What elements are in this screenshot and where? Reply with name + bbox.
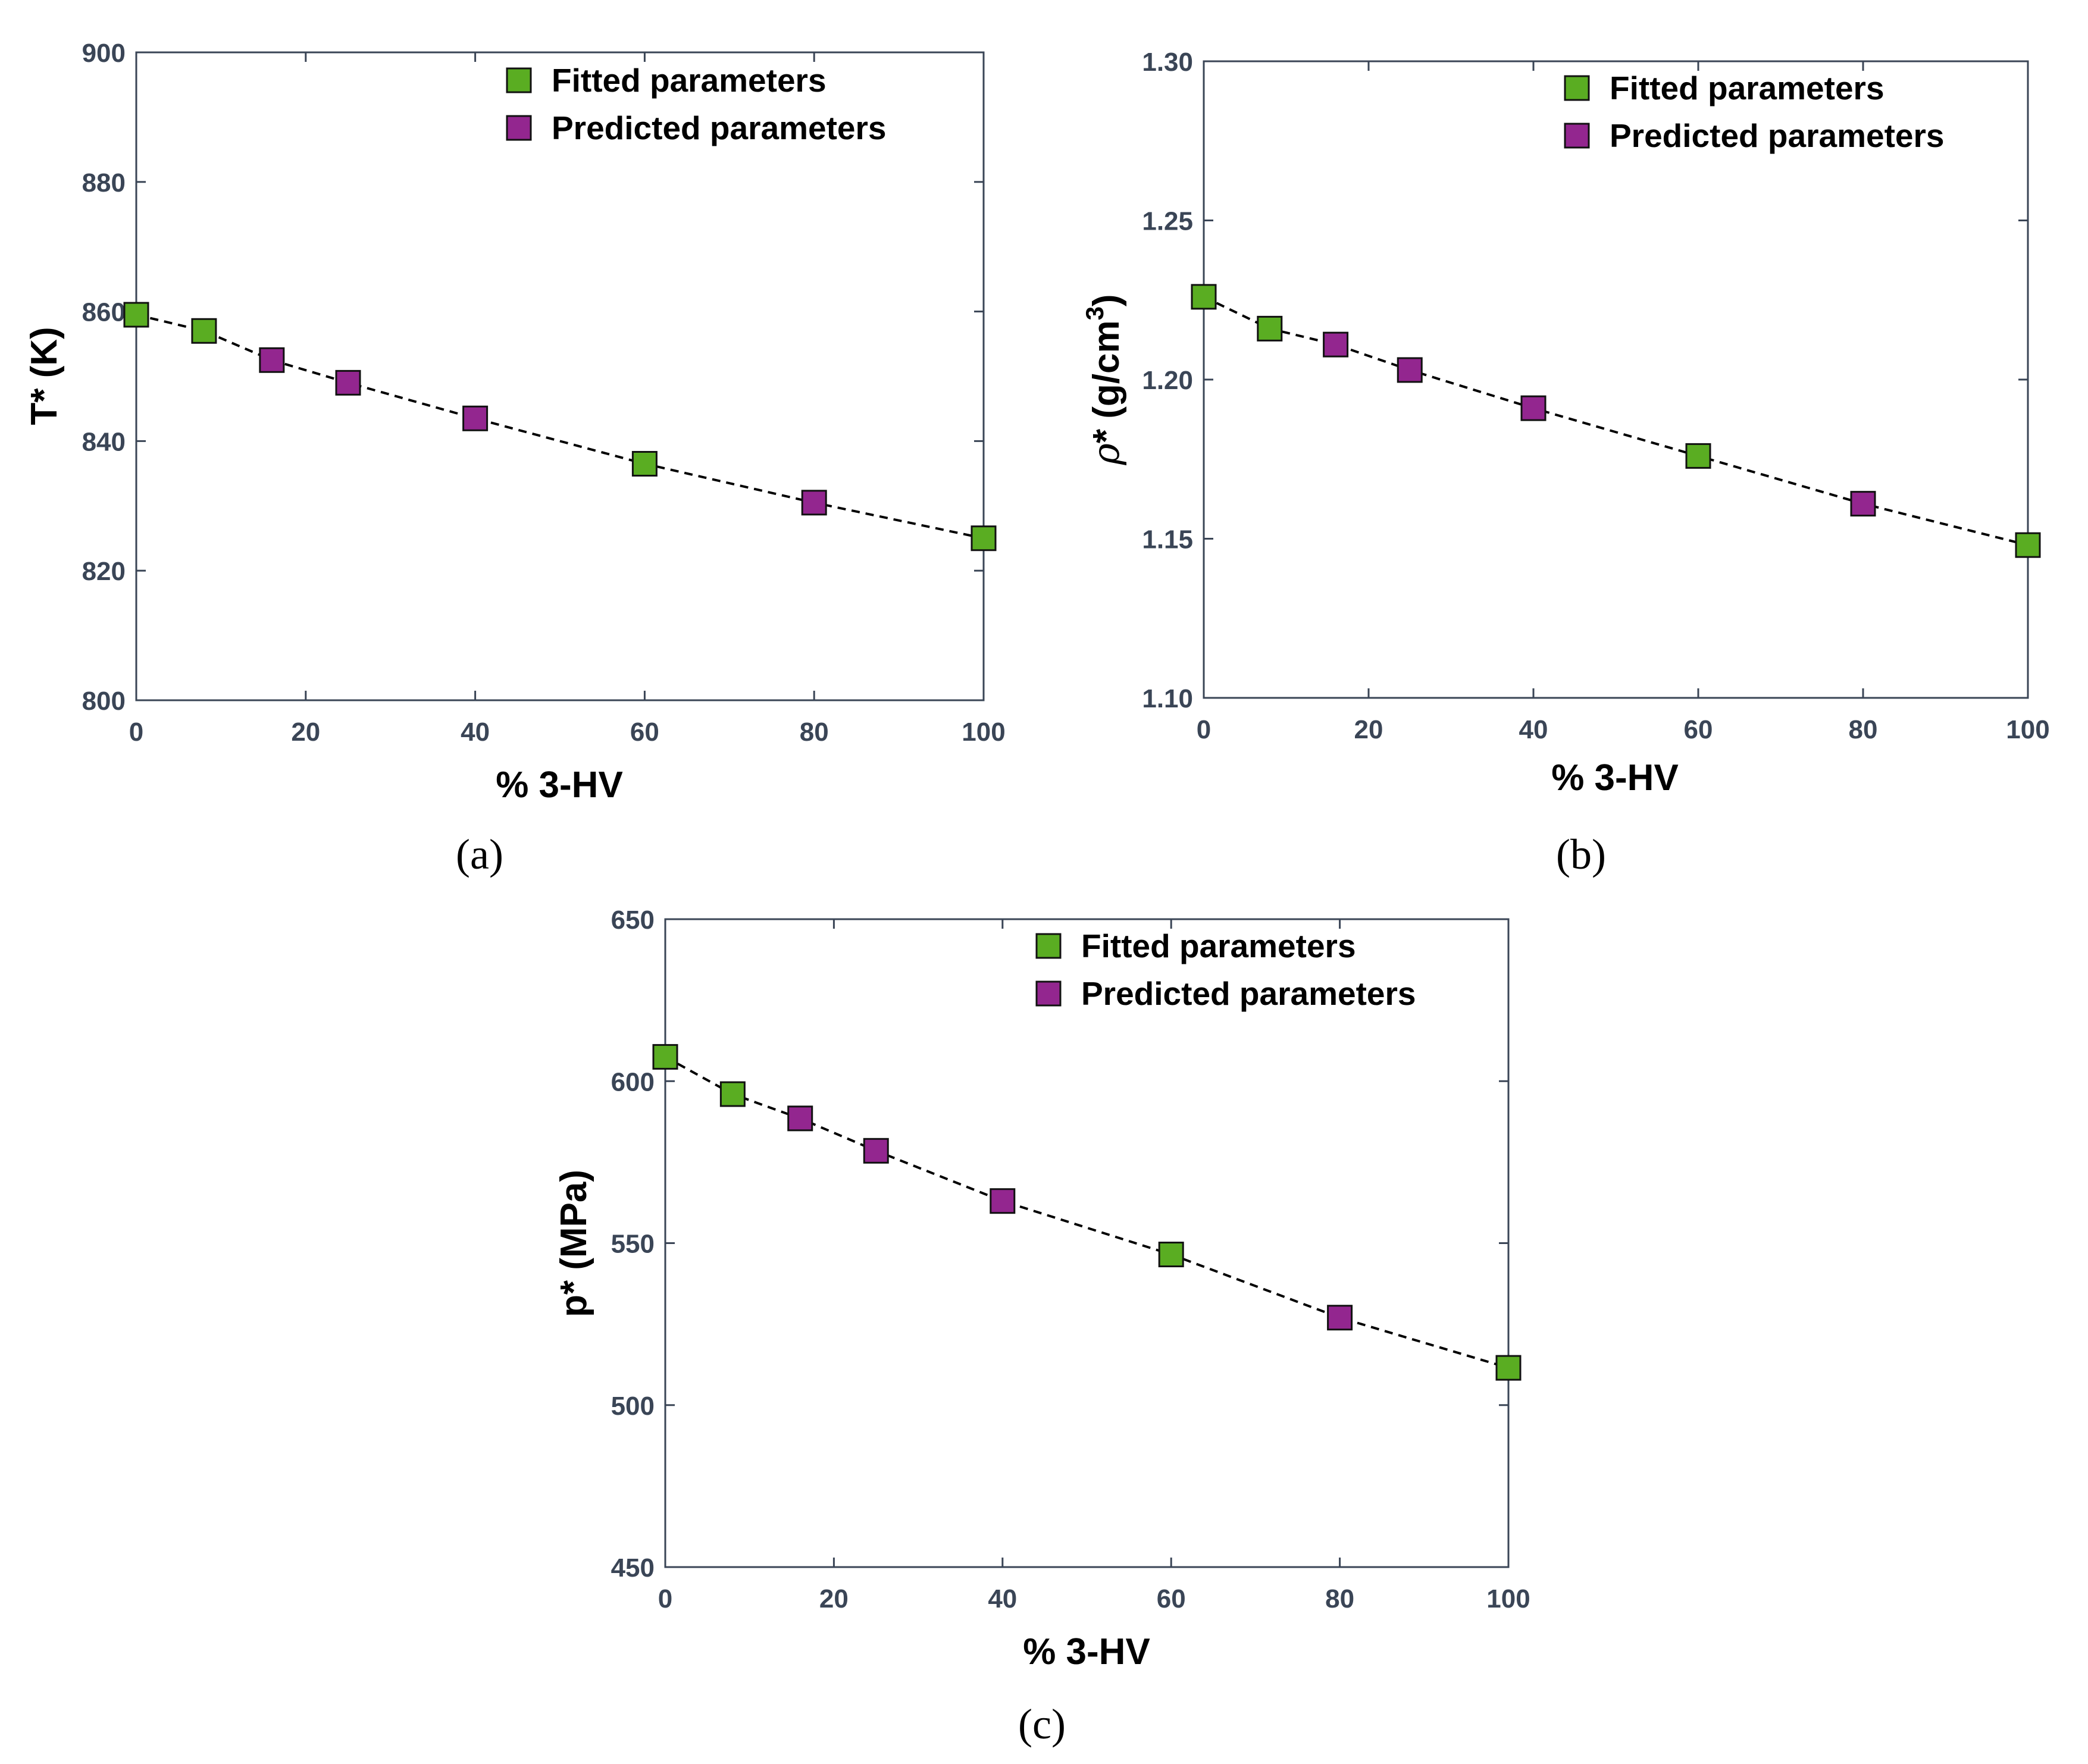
y-tick-label: 1.25 xyxy=(1142,207,1193,236)
legend-fitted-label: Fitted parameters xyxy=(552,62,827,99)
y-tick-label: 1.20 xyxy=(1142,366,1193,395)
predicted-point xyxy=(1327,1305,1353,1331)
x-tick-label: 100 xyxy=(2006,715,2049,744)
y-tick-label: 1.30 xyxy=(1142,48,1193,77)
panel-caption: (b) xyxy=(1556,831,1606,878)
predicted-point xyxy=(462,405,489,431)
predicted-point xyxy=(259,347,285,373)
legend: Fitted parameters Predicted parameters xyxy=(1035,928,1416,1012)
y-axis-label: ρ* (g/cm3) xyxy=(1081,294,1128,465)
y-tick-label: 900 xyxy=(82,39,126,68)
chart-panel-1: 0 20 40 60 80 100 800 820 840 860 880 900 Fitted par… xyxy=(24,39,1006,878)
y-tick-label: 500 xyxy=(611,1392,655,1421)
legend-predicted-label: Predicted parameters xyxy=(1610,117,1945,154)
x-tick-label: 20 xyxy=(819,1584,849,1613)
legend: Fitted parameters Predicted parameters xyxy=(506,62,887,146)
ylabel-superscript: 3 xyxy=(1081,306,1109,320)
predicted-point xyxy=(787,1105,813,1132)
legend-fitted-marker xyxy=(1564,75,1590,101)
predicted-point xyxy=(1397,357,1423,383)
legend-predicted-label: Predicted parameters xyxy=(1081,975,1416,1012)
fitted-point xyxy=(1685,443,1711,469)
y-tick-label: 600 xyxy=(611,1067,655,1096)
legend-predicted-marker xyxy=(506,115,532,141)
fitted-point xyxy=(971,525,997,552)
x-tick-label: 60 xyxy=(1157,1584,1186,1613)
x-tick-label: 80 xyxy=(800,717,829,747)
rho-symbol: ρ xyxy=(1084,443,1128,465)
x-axis-label: % 3-HV xyxy=(496,764,623,806)
chart-panel-3: 0 20 40 60 80 100 450 500 550 600 650 Fitted parame… xyxy=(553,906,1530,1748)
legend-predicted-marker xyxy=(1035,980,1062,1007)
y-tick-label: 1.15 xyxy=(1142,525,1193,554)
x-tick-label: 60 xyxy=(1684,715,1713,744)
predicted-point xyxy=(990,1188,1016,1214)
y-tick-label: 820 xyxy=(82,557,126,586)
fitted-point xyxy=(1191,284,1217,310)
legend-predicted-marker xyxy=(1564,123,1590,149)
predicted-point xyxy=(863,1138,889,1164)
y-tick-label: 1.10 xyxy=(1142,684,1193,713)
x-tick-label: 0 xyxy=(1197,715,1211,744)
predicted-point xyxy=(801,490,827,516)
fitted-point xyxy=(123,302,149,328)
y-tick-label: 650 xyxy=(611,906,655,935)
legend-fitted-marker xyxy=(506,67,532,93)
x-tick-label: 80 xyxy=(1849,715,1878,744)
x-tick-label: 40 xyxy=(461,717,490,747)
x-axis-label: % 3-HV xyxy=(1023,1631,1150,1672)
legend-fitted-label: Fitted parameters xyxy=(1610,70,1884,106)
x-tick-label: 40 xyxy=(1519,715,1548,744)
fitted-point xyxy=(1495,1355,1522,1381)
fitted-point xyxy=(719,1081,746,1107)
plot-frame xyxy=(664,918,1510,1568)
legend-fitted-marker xyxy=(1035,933,1062,959)
y-tick-label: 800 xyxy=(82,687,126,716)
panel-caption: (c) xyxy=(1018,1700,1066,1748)
x-tick-label: 60 xyxy=(630,717,659,747)
x-tick-label: 0 xyxy=(658,1584,672,1613)
y-axis-label: p* (MPa) xyxy=(553,1170,594,1317)
fitted-point xyxy=(652,1044,678,1070)
predicted-point xyxy=(1520,395,1547,421)
y-tick-label: 840 xyxy=(82,427,126,456)
x-tick-label: 20 xyxy=(1354,715,1383,744)
y-tick-label: 880 xyxy=(82,168,126,198)
fitted-point xyxy=(631,451,658,477)
y-tick-label: 860 xyxy=(82,298,126,327)
y-axis-label: T* (K) xyxy=(24,327,65,425)
plot-frame xyxy=(1203,60,2029,699)
legend-predicted-label: Predicted parameters xyxy=(552,109,887,146)
legend: Fitted parameters Predicted parameters xyxy=(1564,70,1945,154)
panel-caption: (a) xyxy=(456,831,503,878)
predicted-point xyxy=(335,369,361,396)
fitted-point xyxy=(191,318,217,344)
x-tick-label: 80 xyxy=(1325,1584,1354,1613)
ylabel-close: ) xyxy=(1086,294,1127,306)
fitted-point xyxy=(1158,1242,1184,1268)
x-tick-label: 20 xyxy=(291,717,320,747)
y-tick-label: 450 xyxy=(611,1553,655,1583)
x-tick-label: 100 xyxy=(1486,1584,1530,1613)
plot-frame xyxy=(135,51,985,701)
x-axis-label: % 3-HV xyxy=(1551,757,1679,798)
legend-fitted-label: Fitted parameters xyxy=(1081,928,1356,964)
predicted-point xyxy=(1850,491,1876,517)
fitted-point xyxy=(2015,532,2041,558)
x-tick-label: 40 xyxy=(988,1584,1017,1613)
trend-line xyxy=(665,1055,1509,1370)
predicted-point xyxy=(1323,331,1349,358)
y-tick-label: 550 xyxy=(611,1230,655,1259)
x-tick-label: 0 xyxy=(129,717,143,747)
trend-line xyxy=(136,314,984,540)
ylabel-unit: * (g/cm xyxy=(1086,320,1127,443)
x-tick-label: 100 xyxy=(962,717,1005,747)
fitted-point xyxy=(1257,315,1283,341)
chart-panel-2: 0 20 40 60 80 100 1.10 1.15 1.20 1.25 1.30 Fitted p… xyxy=(1081,48,2050,878)
trend-line xyxy=(1203,296,2028,547)
